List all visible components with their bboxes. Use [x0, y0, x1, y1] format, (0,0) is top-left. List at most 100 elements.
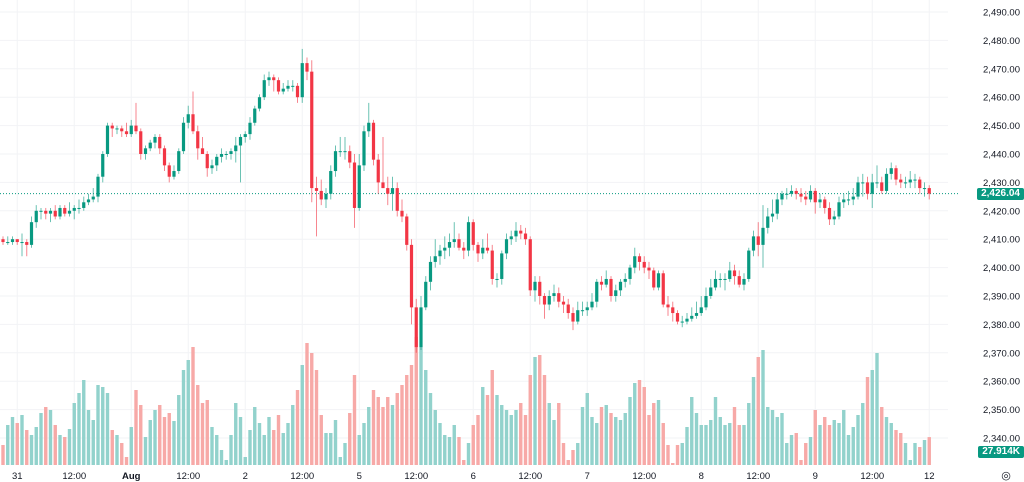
volume-bar: [742, 425, 746, 465]
volume-bar: [723, 425, 727, 465]
candle-body: [538, 281, 542, 296]
candle-body: [115, 128, 119, 130]
candle-body: [880, 182, 884, 191]
candle-body: [566, 304, 570, 314]
price-tick-label: 2,360.00: [983, 377, 1020, 388]
volume-bar: [576, 443, 580, 465]
time-tick-label: 12:00: [860, 471, 884, 482]
candle-body: [732, 270, 737, 277]
candle-body: [134, 125, 138, 132]
candle-body: [571, 313, 575, 322]
time-tick-label: 12:00: [518, 471, 542, 482]
candle-body: [395, 188, 399, 211]
candle-body: [424, 281, 428, 308]
volume-bar: [528, 375, 532, 465]
candle-body: [367, 122, 371, 132]
volume-bar: [827, 425, 832, 465]
candle-body: [509, 236, 513, 240]
price-tick-label: 2,420.00: [983, 206, 1020, 217]
candle-body: [343, 151, 347, 153]
volume-bar: [728, 423, 732, 465]
candle-body: [899, 179, 903, 183]
volume-bar: [1, 445, 5, 465]
candle-body: [129, 125, 133, 135]
price-tick-label: 2,370.00: [983, 348, 1020, 359]
volume-bar: [485, 395, 490, 465]
volume-bar: [305, 343, 309, 465]
candle-body: [680, 321, 684, 323]
volume-bar: [110, 430, 114, 465]
volume-bar: [580, 407, 585, 465]
volume-bar: [219, 450, 224, 465]
candle-body: [927, 188, 931, 194]
volume-bar: [770, 410, 775, 465]
candle-body: [243, 134, 247, 137]
volume-bar: [761, 350, 765, 465]
price-tick-label: 2,390.00: [983, 292, 1020, 303]
volume-bar: [438, 423, 442, 465]
candle-body: [314, 188, 319, 191]
candle-body: [780, 193, 784, 200]
volume-bar: [504, 410, 509, 465]
gear-icon[interactable]: ◎: [1001, 470, 1011, 482]
volume-bar: [899, 433, 903, 465]
volume-bar: [101, 387, 105, 465]
volume-bar: [471, 425, 475, 465]
candle-body: [628, 267, 632, 279]
volume-bar: [53, 425, 57, 465]
volume-bar: [167, 413, 171, 465]
candle-body: [504, 239, 509, 254]
candle-body: [352, 162, 357, 208]
candle-body: [310, 71, 314, 189]
candle-body: [120, 128, 124, 132]
volume-bar: [419, 347, 423, 465]
volume-bar: [889, 423, 893, 465]
candle-body: [723, 278, 727, 280]
candle-body: [191, 114, 195, 132]
candle-body: [528, 239, 532, 291]
candle-body: [72, 207, 76, 211]
time-tick-label: 12:00: [404, 471, 428, 482]
time-axis[interactable]: 31 12:00 Aug 12:00 2 12:00 5 12:00 6 12:00 7 12:00 8…: [12, 471, 935, 482]
volume-bar: [115, 435, 119, 465]
price-axis[interactable]: 2,490.00 2,480.00 2,470.00 2,460.00 2,450.00…: [983, 8, 1020, 445]
volume-bar: [300, 365, 304, 465]
volume-bar: [519, 403, 523, 465]
candle-body: [376, 159, 380, 183]
candle-body: [485, 247, 490, 251]
volume-bar: [371, 390, 376, 465]
volume-bar: [409, 365, 414, 465]
volume-bar: [72, 403, 76, 465]
candle-body: [756, 236, 760, 245]
candle-body: [15, 239, 19, 243]
candle-body: [419, 307, 423, 348]
volume-bar: [785, 443, 789, 465]
volume-bar: [319, 415, 323, 465]
volume-bar: [172, 421, 176, 465]
volume-bar: [652, 403, 656, 465]
time-tick-label: 6: [471, 471, 476, 482]
volume-bar: [908, 460, 912, 465]
volume-bar: [276, 415, 281, 465]
candle-body: [718, 278, 722, 280]
volume-bars: [1, 337, 931, 465]
candle-body: [884, 173, 889, 191]
candle-body: [770, 213, 775, 217]
candle-body: [272, 77, 276, 81]
candle-body: [371, 122, 376, 160]
candle-body: [865, 182, 870, 194]
volume-bar: [158, 405, 162, 465]
candle-body: [609, 278, 613, 296]
candle-body: [728, 270, 732, 279]
volume-bar: [120, 443, 124, 465]
candle-body: [29, 222, 34, 245]
volume-bar: [509, 415, 513, 465]
candle-body: [552, 293, 556, 296]
candle-body: [409, 244, 414, 308]
price-tick-label: 2,460.00: [983, 93, 1020, 104]
volume-bar: [234, 403, 238, 465]
volume-bar: [552, 420, 556, 465]
volume-bar: [177, 395, 181, 465]
volume-bar: [903, 443, 908, 465]
